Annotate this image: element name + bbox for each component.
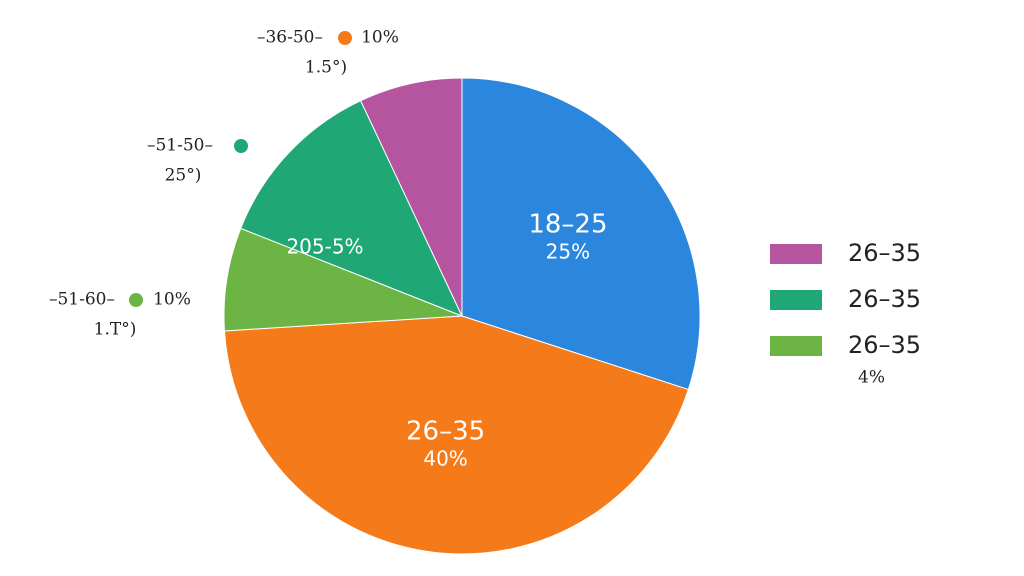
callout-label: –51-50– (147, 136, 213, 156)
legend-swatch (770, 336, 822, 356)
callout-label: 1.5°) (305, 58, 347, 78)
callout-label: 10% (153, 290, 191, 310)
legend-label: 26–35 (848, 239, 921, 267)
slice-label: 18–25 (528, 210, 607, 240)
pie-slice (223, 315, 689, 555)
callout-dot (234, 139, 248, 153)
slice-percent: 40% (423, 446, 467, 470)
legend-note: 4% (858, 368, 885, 388)
legend-label: 26–35 (848, 285, 921, 313)
legend-swatch (770, 244, 822, 264)
pie-slice (240, 99, 463, 317)
pie-slice (359, 77, 463, 317)
callout-dot (129, 293, 143, 307)
callout-label: 205-5% (286, 235, 363, 259)
pie-slice (223, 227, 463, 332)
callout-label: 10% (361, 28, 399, 48)
legend-swatch (770, 290, 822, 310)
slice-label: 26–35 (406, 416, 485, 446)
callout-dot (338, 31, 352, 45)
callout-label: 25°) (165, 166, 202, 186)
pie (223, 77, 701, 555)
callout-label: –36-50– (257, 28, 323, 48)
callout-label: –51-60– (49, 290, 115, 310)
legend-label: 26–35 (848, 331, 921, 359)
pie-slice (461, 77, 701, 391)
slice-percent: 25% (546, 240, 590, 264)
callout-label: 1.T°) (94, 320, 137, 340)
